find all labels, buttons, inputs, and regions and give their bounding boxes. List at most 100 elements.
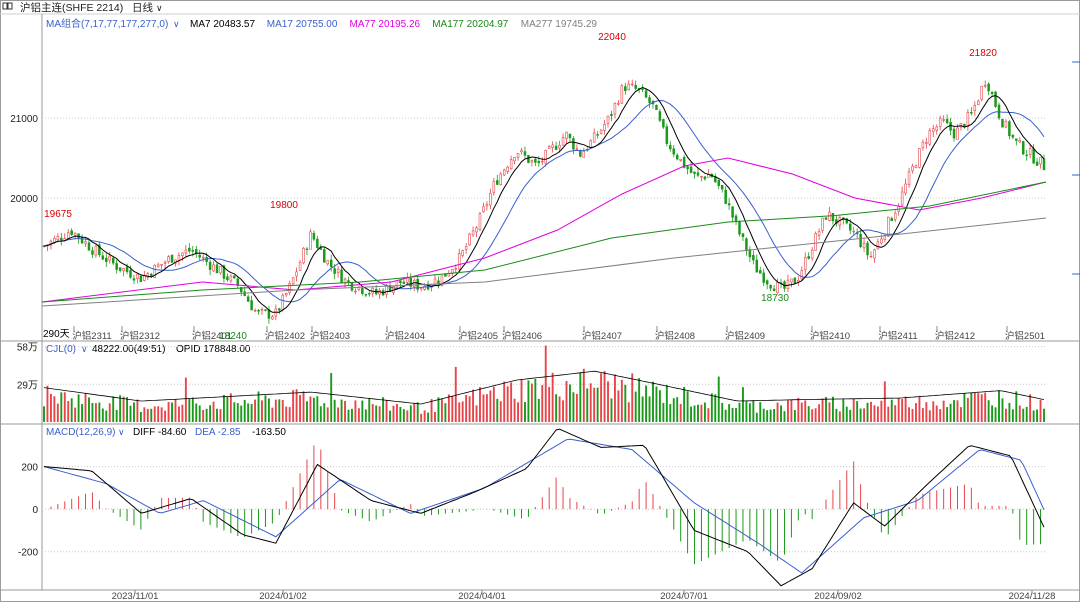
volume-bar: [56, 403, 59, 422]
candle-up: [1039, 157, 1042, 165]
volume-bar: [600, 373, 603, 422]
macd-tick-label: -200: [18, 548, 38, 559]
candle-up: [464, 246, 468, 250]
ma-legend-item: MA77 20195.26: [350, 19, 421, 30]
volume-bar: [932, 401, 935, 422]
candle-up: [810, 249, 814, 259]
candle-down: [208, 261, 212, 270]
volume-bar: [351, 408, 353, 422]
ma-group-label[interactable]: MA组合(7,17,77,177,277,0): [46, 17, 168, 30]
candle-down: [198, 254, 201, 258]
candle-up: [423, 285, 426, 290]
candle-down: [80, 236, 84, 244]
volume-bar: [548, 386, 551, 422]
chevron-down-icon[interactable]: ∨: [118, 427, 125, 437]
candle-up: [94, 245, 98, 256]
date-axis-label: 2024/07/01: [660, 591, 708, 602]
candle-up: [883, 234, 887, 240]
candle-down: [655, 104, 658, 110]
volume-bar: [510, 382, 513, 422]
candle-down: [527, 155, 530, 163]
volume-bar: [198, 405, 201, 422]
volume-bar: [271, 407, 274, 422]
chart-type-icon[interactable]: [2, 2, 13, 10]
candle-up: [876, 241, 880, 250]
chevron-down-icon[interactable]: ∨: [81, 344, 88, 354]
candle-up: [911, 165, 914, 172]
volume-bar: [402, 409, 405, 422]
volume-bar: [1029, 394, 1032, 422]
candle-up: [489, 192, 492, 206]
volume-bar: [209, 405, 212, 422]
candle-up: [956, 127, 959, 140]
volume-bar: [88, 397, 90, 422]
chevron-down-icon[interactable]: ∨: [156, 3, 163, 13]
volume-bar: [91, 403, 94, 422]
candle-down: [596, 134, 599, 136]
volume-bar: [956, 400, 959, 422]
candle-down: [264, 309, 267, 311]
candle-down: [765, 280, 769, 285]
candle-up: [627, 83, 631, 91]
candle-down: [890, 218, 894, 222]
candle-down: [755, 259, 759, 273]
candle-down: [267, 309, 271, 319]
volume-bar: [631, 373, 634, 422]
candle-down: [60, 237, 63, 241]
candle-down: [1008, 121, 1011, 137]
candle-up: [163, 261, 167, 264]
candle-down: [194, 249, 198, 254]
candle-down: [101, 255, 105, 260]
volume-bar: [347, 409, 350, 422]
candle-down: [866, 242, 869, 256]
volume-bar: [171, 402, 173, 422]
volume-bar: [316, 396, 319, 422]
ma-legend-item: MA17 20755.00: [267, 19, 338, 30]
candle-down: [150, 273, 153, 277]
candle-up: [509, 159, 513, 170]
candle-down: [215, 264, 219, 274]
volume-bar: [1004, 408, 1007, 422]
volume-bar: [1011, 409, 1014, 422]
macd-indicator-label[interactable]: MACD(12,26,9): [46, 427, 115, 438]
macd-tick-label: 200: [21, 463, 38, 474]
volume-bar: [946, 407, 949, 422]
volume-bar: [222, 395, 225, 422]
candle-down: [807, 256, 810, 259]
volume-bar: [489, 390, 492, 422]
volume-tick-label: 29万: [17, 380, 38, 391]
volume-bar: [409, 405, 412, 422]
candle-up: [776, 281, 779, 293]
candle-down: [323, 249, 326, 263]
volume-avg-line: [43, 370, 1045, 405]
candle-up: [201, 256, 205, 259]
volume-bar: [479, 386, 481, 422]
volume-bar: [133, 402, 135, 422]
candle-down: [1021, 141, 1025, 155]
macd-hist-value: -163.50: [252, 427, 286, 438]
volume-bar: [811, 409, 814, 422]
volume-bar: [638, 378, 641, 422]
volume-bar: [658, 390, 661, 422]
volume-bar: [1015, 391, 1018, 422]
candle-down: [129, 270, 132, 278]
contract-month-label: 沪铝2403: [310, 330, 350, 342]
period-selector[interactable]: 日线: [132, 1, 153, 14]
ma-legend-item: MA7 20483.57: [190, 19, 255, 30]
volume-bar: [624, 384, 627, 422]
volume-bar: [337, 407, 340, 422]
candle-up: [295, 271, 298, 277]
candle-down: [970, 112, 973, 114]
candle-up: [700, 175, 703, 178]
volume-bar: [742, 387, 744, 422]
candle-down: [139, 275, 143, 283]
volume-bar: [534, 378, 537, 422]
instrument-title[interactable]: 沪铝主连(SHFE 2214): [20, 1, 123, 14]
volume-indicator-label[interactable]: CJL(0): [46, 344, 76, 355]
candle-up: [326, 260, 329, 265]
volume-bar: [447, 394, 450, 422]
volume-bar: [461, 401, 464, 422]
candle-up: [914, 165, 918, 169]
chevron-down-icon[interactable]: ∨: [173, 19, 180, 29]
volume-bar: [686, 391, 689, 422]
